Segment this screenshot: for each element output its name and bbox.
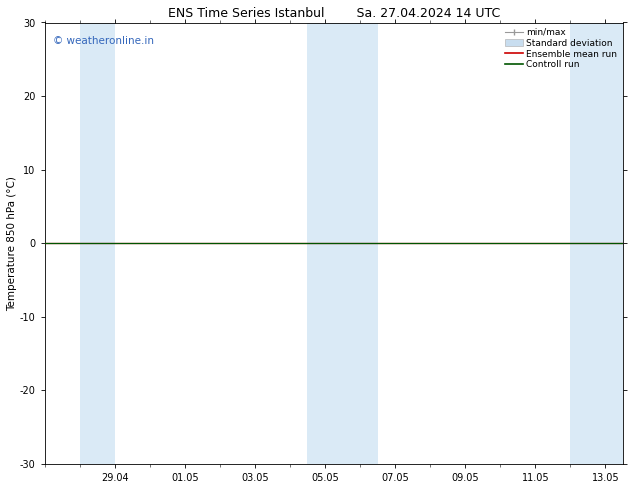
Legend: min/max, Standard deviation, Ensemble mean run, Controll run: min/max, Standard deviation, Ensemble me…: [502, 25, 620, 72]
Bar: [80, 23, 115, 464]
Title: ENS Time Series Istanbul        Sa. 27.04.2024 14 UTC: ENS Time Series Istanbul Sa. 27.04.2024 …: [167, 7, 500, 20]
Bar: [307, 23, 378, 464]
Text: © weatheronline.in: © weatheronline.in: [53, 36, 154, 46]
Y-axis label: Temperature 850 hPa (°C): Temperature 850 hPa (°C): [7, 176, 17, 311]
Bar: [571, 23, 623, 464]
